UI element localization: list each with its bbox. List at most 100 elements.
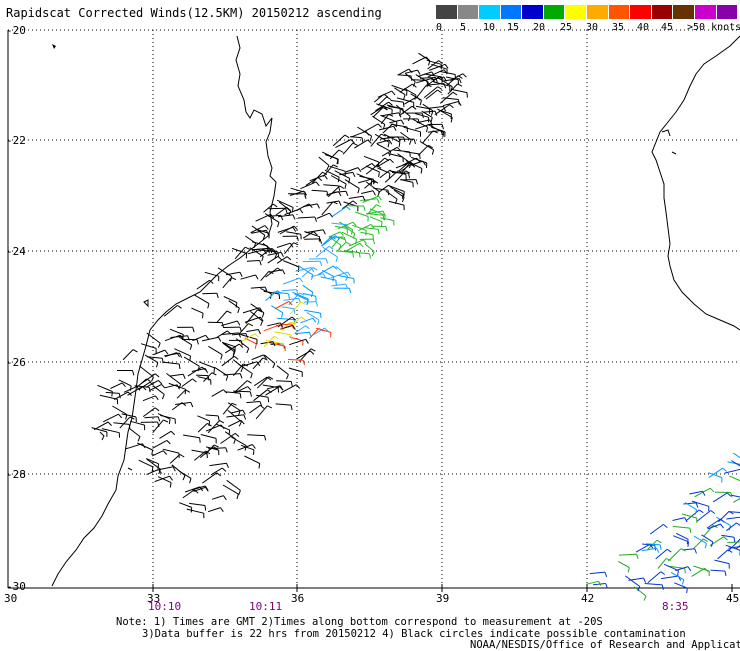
wind-barb <box>223 485 238 494</box>
wind-barb-flag <box>311 292 313 297</box>
wind-barb-flag <box>734 537 735 542</box>
wind-barb-flag <box>291 335 292 340</box>
wind-barb <box>619 554 637 555</box>
wind-barb-flag <box>372 252 374 257</box>
wind-barb-flag <box>696 503 698 508</box>
wind-barb-flag <box>108 422 112 426</box>
wind-barb <box>713 493 727 502</box>
wind-barb-flag <box>637 554 639 559</box>
wind-barb <box>370 217 382 222</box>
wind-barb-flag <box>384 94 388 97</box>
wind-barb <box>404 88 416 95</box>
wind-barb-flag <box>318 320 319 325</box>
wind-barb <box>256 214 271 221</box>
wind-barb-flag <box>660 545 661 550</box>
wind-barb-flag <box>376 205 380 207</box>
lat-label-22: -22 <box>6 134 26 147</box>
island-marker <box>128 468 132 470</box>
wind-barb <box>331 284 346 286</box>
wind-barb-flag <box>340 238 345 240</box>
wind-barb-flag <box>420 100 421 105</box>
wind-barb <box>159 467 173 470</box>
wind-barb <box>221 321 237 326</box>
wind-barb-flag <box>149 387 150 392</box>
wind-barb <box>281 385 296 393</box>
wind-barb-flag <box>281 252 283 256</box>
wind-barb <box>398 75 411 76</box>
wind-barb <box>590 572 605 574</box>
wind-barb <box>205 272 219 276</box>
wind-barb-flag <box>300 209 303 213</box>
wind-barb-flag <box>158 343 160 348</box>
wind-barb-flag <box>418 70 421 74</box>
wind-barb-flag <box>599 581 602 585</box>
wind-barb-flag <box>226 448 228 453</box>
wind-barb-flag <box>727 493 731 496</box>
wind-barb <box>152 451 163 456</box>
wind-barb <box>400 84 413 92</box>
wind-barb-flag <box>221 355 222 360</box>
wind-barb-flag <box>244 415 246 420</box>
wind-barb-flag <box>300 278 303 282</box>
wind-barb <box>170 454 180 463</box>
wind-barb <box>358 179 372 183</box>
wind-barb-flag <box>273 364 275 369</box>
wind-barb-flag <box>388 142 389 147</box>
wind-barb-flag <box>279 294 280 299</box>
wind-barb-flag <box>324 175 327 179</box>
wind-barb <box>355 212 368 217</box>
wind-barb-flag <box>218 416 219 421</box>
wind-barb <box>97 385 112 391</box>
wind-barb <box>222 356 235 366</box>
wind-barb-flag <box>313 267 317 270</box>
wind-barb-flag <box>688 542 689 547</box>
wind-barb <box>212 496 223 500</box>
wind-barb-flag <box>297 236 298 241</box>
wind-barb-flag <box>662 585 663 590</box>
wind-barb-flag <box>223 390 227 393</box>
wind-barb-flag <box>705 544 706 549</box>
lon-label-39: 39 <box>436 592 449 605</box>
wind-barb-flag <box>191 402 193 407</box>
wind-barb-flag <box>234 356 238 359</box>
wind-barb-flag <box>392 91 395 95</box>
wind-barb-flag <box>378 124 382 128</box>
wind-barb <box>692 501 709 506</box>
wind-barb <box>189 503 205 505</box>
wind-barb-flag <box>345 184 346 189</box>
wind-barb-flag <box>157 362 158 367</box>
lon-label-45: 45 <box>726 592 739 605</box>
wind-barb <box>394 88 405 95</box>
wind-barb <box>674 583 687 588</box>
wind-barb-flag <box>310 351 314 355</box>
wind-barb-flag <box>222 468 226 471</box>
wind-barb <box>726 517 740 519</box>
wind-barb <box>170 329 183 334</box>
wind-barb-flag <box>214 445 219 447</box>
wind-barb-flag <box>363 240 366 244</box>
wind-barb-flag <box>238 308 240 313</box>
wind-barb <box>225 432 235 439</box>
wind-barb-flag <box>119 414 122 418</box>
wind-barb-flag <box>387 97 391 100</box>
wind-barb-flag <box>605 572 607 577</box>
wind-barb <box>333 207 347 217</box>
wind-barb-flag <box>259 464 260 469</box>
wind-barb-flag <box>252 445 255 449</box>
wind-barb-flag <box>183 374 185 379</box>
wind-barb <box>202 337 218 341</box>
wind-barb-flag <box>438 90 442 93</box>
wind-barb-flag <box>422 113 423 118</box>
wind-barb <box>424 87 438 98</box>
wind-barb <box>201 435 216 439</box>
wind-barb-flag <box>721 524 724 528</box>
wind-barb-flag <box>278 388 279 393</box>
wind-barb-flag <box>197 340 198 345</box>
wind-barb <box>150 384 162 390</box>
wind-barb-flag <box>112 392 113 397</box>
wind-barb-flag <box>268 397 269 402</box>
wind-barb-flag <box>414 139 415 144</box>
wind-barb <box>264 325 280 331</box>
wind-barb-flag <box>152 467 153 472</box>
